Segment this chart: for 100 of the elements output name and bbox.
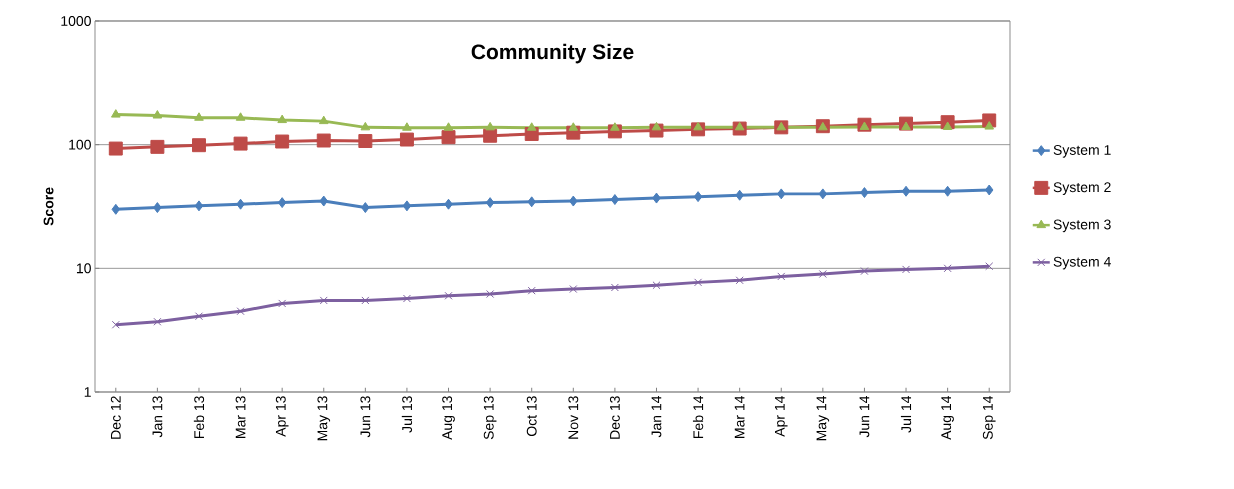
point [319, 195, 328, 207]
point [610, 283, 619, 292]
point [693, 121, 703, 131]
point [150, 139, 165, 154]
point [526, 122, 537, 131]
legend-label: System 3 [1053, 219, 1111, 233]
point [568, 122, 579, 131]
point [441, 130, 456, 145]
point [277, 114, 287, 124]
point [485, 121, 495, 131]
point [984, 121, 995, 130]
point [734, 121, 745, 131]
point [444, 198, 453, 210]
point [275, 134, 290, 149]
point [777, 188, 786, 200]
legend-label: System 1 [1053, 144, 1111, 158]
y-tick-label: 1000 [61, 16, 91, 26]
point [111, 203, 121, 215]
point [402, 294, 411, 303]
y-tick-label: 10 [76, 263, 91, 274]
legend-label: System 2 [1053, 182, 1111, 195]
point [319, 296, 328, 305]
point [569, 195, 578, 207]
x-tick-label: Mar 13 [235, 396, 246, 438]
point [901, 185, 911, 197]
legend-label: System 4 [1053, 256, 1111, 270]
x-tick-label: Sep 14 [982, 395, 996, 440]
point [735, 189, 744, 201]
x-tick-label: Nov 13 [568, 396, 579, 439]
point [277, 197, 287, 209]
point [111, 320, 120, 329]
point [943, 185, 952, 197]
point [194, 112, 204, 121]
x-tick-label: May 13 [317, 396, 331, 441]
x-tick-label: Jun 13 [360, 396, 371, 438]
point [361, 202, 370, 214]
point [358, 134, 373, 148]
point [527, 286, 536, 295]
point [194, 312, 203, 321]
x-tick-label: May 14 [816, 395, 830, 441]
point [859, 121, 870, 130]
point [652, 192, 661, 204]
point [153, 317, 162, 326]
y-tick-label: 1 [84, 387, 91, 397]
point [569, 285, 578, 294]
x-tick-label: Feb 14 [692, 395, 704, 438]
point [943, 264, 952, 273]
y-tick-label: 100 [69, 139, 91, 150]
point [153, 202, 162, 214]
point [402, 122, 412, 131]
point [110, 109, 121, 118]
point [236, 198, 245, 210]
point [316, 133, 331, 148]
point [108, 141, 123, 156]
x-tick-label: Apr 13 [275, 396, 289, 437]
point [152, 110, 163, 119]
point [360, 121, 371, 131]
point [610, 194, 620, 206]
x-tick-label: Oct 13 [526, 396, 537, 437]
point [902, 265, 911, 274]
x-tick-label: Jul 14 [900, 395, 912, 433]
point [236, 307, 245, 316]
point [860, 187, 869, 199]
point [444, 291, 453, 300]
point [735, 276, 744, 285]
point [985, 262, 994, 271]
point [860, 267, 869, 276]
y-axis-title: Score [43, 187, 54, 226]
point [693, 191, 703, 203]
point [942, 121, 953, 130]
point [527, 196, 536, 208]
x-tick-label: Apr 14 [775, 395, 788, 437]
point [777, 272, 786, 281]
point [278, 299, 287, 308]
text: Community Size [471, 43, 634, 64]
point [192, 138, 206, 153]
x-tick-label: Dec 13 [609, 396, 620, 439]
x-tick-label: Jan 13 [152, 396, 163, 438]
x-tick-label: Sep 13 [483, 396, 497, 440]
point [483, 128, 498, 143]
point [318, 115, 329, 125]
x-tick-label: Aug 13 [442, 396, 455, 440]
x-tick-label: Aug 14 [941, 395, 954, 440]
x-tick-label: Mar 14 [734, 395, 745, 438]
point [652, 281, 661, 290]
point [235, 112, 246, 121]
point [694, 278, 703, 287]
x-tick-label: Jul 13 [401, 396, 413, 433]
point [651, 121, 662, 131]
x-tick-label: Dec 12 [110, 396, 121, 439]
point [443, 122, 454, 131]
x-tick-label: Jun 14 [859, 395, 870, 438]
point [399, 132, 414, 147]
point [901, 121, 911, 130]
point [610, 122, 620, 131]
point [486, 289, 495, 299]
x-tick-label: Jan 14 [651, 395, 662, 438]
point [776, 121, 787, 131]
point [233, 136, 248, 151]
point [361, 296, 370, 305]
